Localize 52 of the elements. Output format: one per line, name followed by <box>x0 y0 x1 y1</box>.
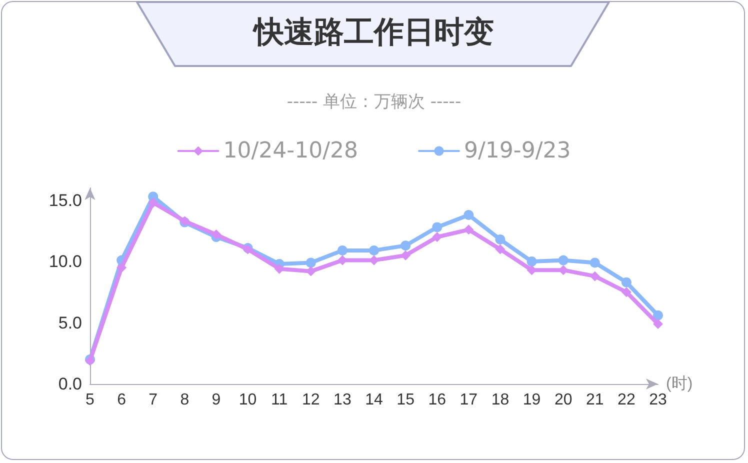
point <box>653 318 663 329</box>
point <box>526 256 537 266</box>
x-tick-label: 20 <box>554 392 572 408</box>
point <box>211 230 222 240</box>
x-tick-label: 10 <box>238 392 257 408</box>
point <box>590 258 600 268</box>
point <box>148 198 158 208</box>
point <box>306 258 316 268</box>
point <box>464 210 474 220</box>
point <box>621 287 632 298</box>
x-tick-label: 15 <box>396 392 415 408</box>
point <box>558 255 568 266</box>
point <box>653 310 663 320</box>
x-tick-label: 11 <box>271 392 288 408</box>
x-tick-label: 6 <box>117 392 126 408</box>
x-tick-label: 17 <box>460 392 478 408</box>
x-tick-label: 19 <box>522 392 541 408</box>
point <box>432 232 442 242</box>
y-tick-label: 10.0 <box>48 252 82 271</box>
chart-title: 快速路工作日时变 <box>252 14 495 52</box>
point <box>369 245 379 256</box>
point <box>337 245 348 256</box>
point <box>590 271 600 282</box>
legend-label: 10/24-10/28 <box>223 138 358 164</box>
y-tick-label: 15.0 <box>48 190 82 210</box>
legend-label: 9/19-9/23 <box>464 138 571 164</box>
x-tick-label: 16 <box>428 392 446 408</box>
x-tick-label: 22 <box>618 392 636 408</box>
x-tick-label: 9 <box>212 392 221 408</box>
point <box>400 240 411 251</box>
chart-subtitle: ----- 单位：万辆次 ----- <box>286 91 462 113</box>
x-tick-label: 18 <box>491 392 510 408</box>
x-tick-label: 14 <box>365 392 383 408</box>
y-tick-label: 0.0 <box>58 374 82 394</box>
y-tick-label: 5.0 <box>58 313 82 332</box>
x-tick-label: 13 <box>334 392 352 408</box>
x-tick-label: 5 <box>86 392 95 408</box>
point <box>464 224 474 235</box>
point <box>400 250 411 260</box>
point <box>621 277 632 288</box>
x-tick-label: 23 <box>649 392 667 408</box>
x-tick-label: 7 <box>148 392 158 408</box>
x-tick-label: 12 <box>302 392 320 408</box>
point <box>432 222 442 232</box>
point <box>116 262 127 273</box>
x-axis-title: (时) <box>666 374 693 392</box>
point <box>369 255 379 266</box>
point <box>495 244 506 254</box>
x-tick-label: 8 <box>180 392 190 408</box>
x-tick-label: 21 <box>586 392 604 408</box>
point <box>274 264 284 274</box>
point <box>495 234 506 244</box>
